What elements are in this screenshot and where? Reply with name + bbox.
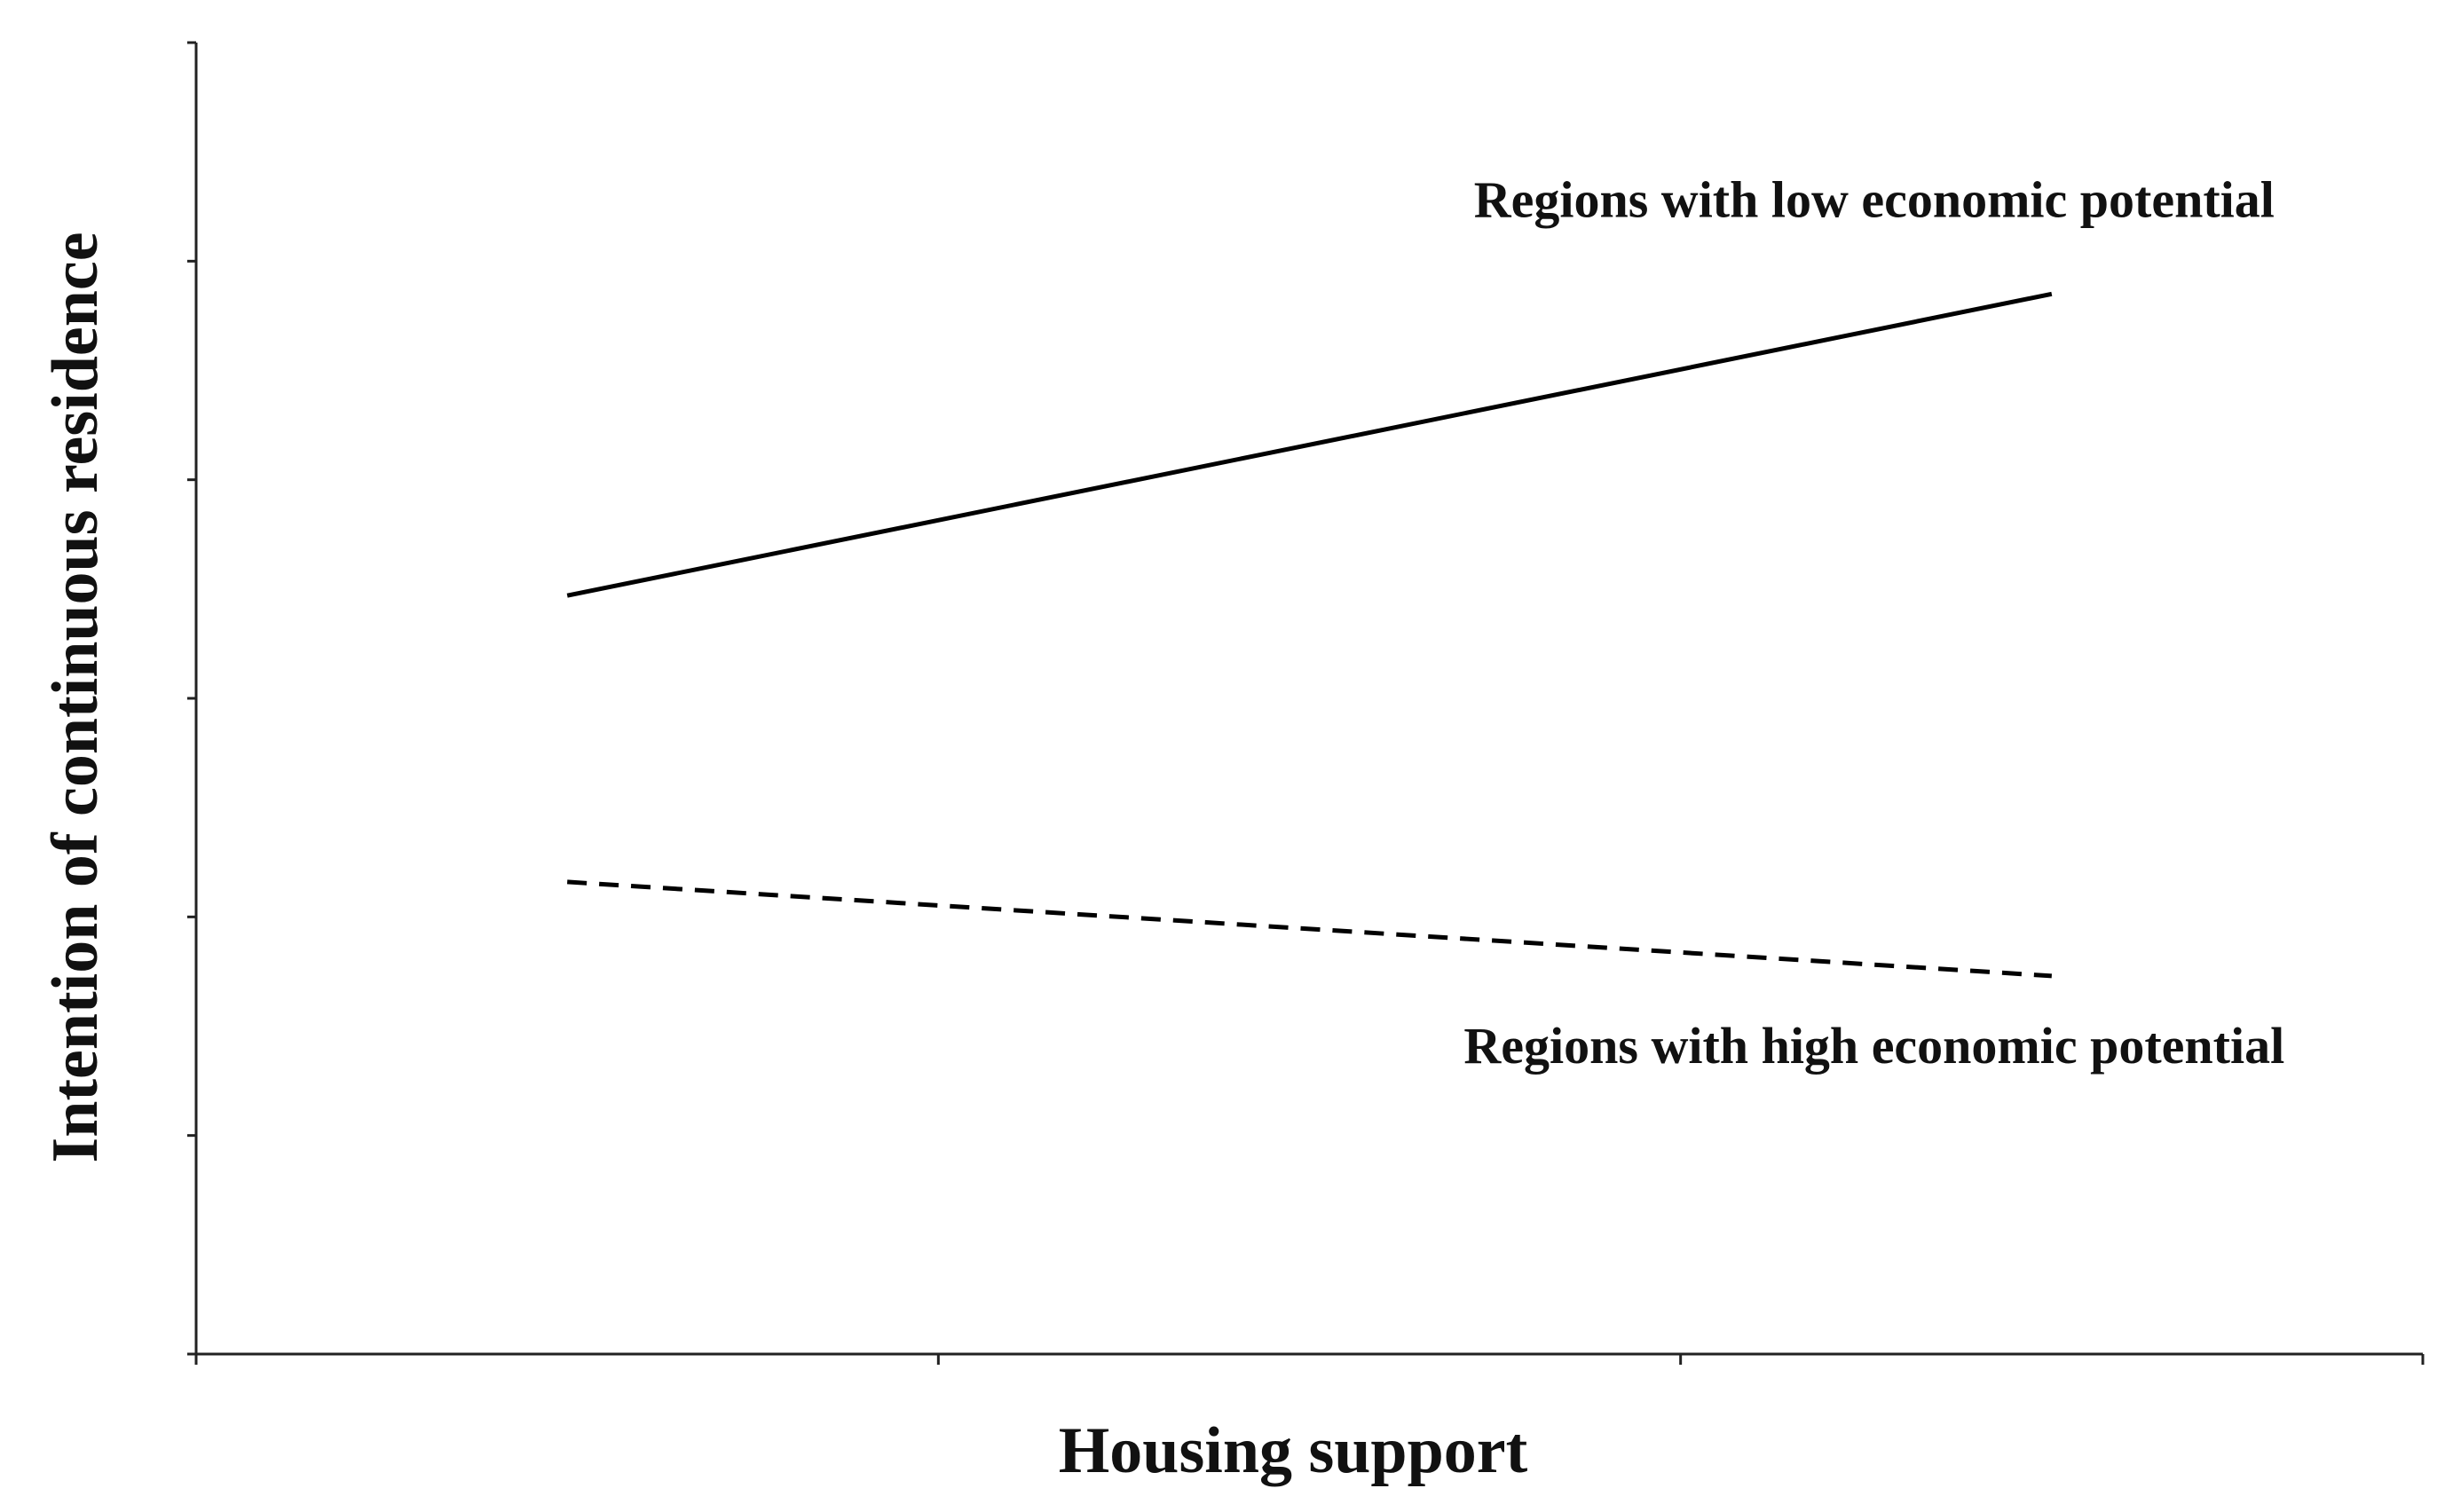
y-axis-label: Intention of continuous residence bbox=[39, 232, 112, 1162]
x-axis-label: Housing support bbox=[1059, 1414, 1528, 1487]
series-line bbox=[567, 879, 2052, 979]
series-label: Regions with low economic potential bbox=[1474, 171, 2275, 229]
series-line bbox=[566, 291, 2053, 598]
series-label: Regions with high economic potential bbox=[1463, 1017, 2284, 1075]
